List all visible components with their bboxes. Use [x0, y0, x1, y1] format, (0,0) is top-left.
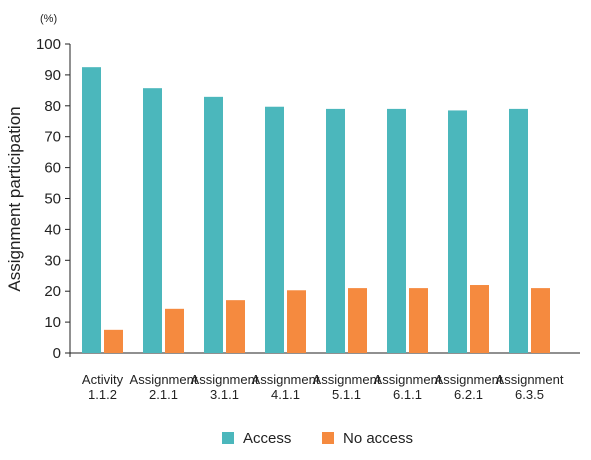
x-tick-label: 4.1.1: [271, 387, 300, 402]
bar-access: [204, 96, 223, 354]
y-tick-label: 10: [44, 314, 61, 331]
x-tick-label: 1.1.2: [88, 387, 117, 402]
bar-access: [326, 108, 345, 353]
y-tick-label: 90: [44, 67, 61, 84]
legend-label: No access: [343, 430, 413, 447]
x-tick-label: Assignment: [130, 372, 198, 387]
y-axis: 0 10 20 30 40 50 60 70 80 90 100: [36, 36, 71, 362]
legend-label: Access: [243, 430, 291, 447]
x-tick-label: Assignment: [496, 372, 564, 387]
y-tick-label: 80: [44, 98, 61, 115]
legend-swatch: [222, 432, 234, 444]
x-tick-label: 6.2.1: [454, 387, 483, 402]
legend: Access No access: [222, 430, 413, 447]
y-tick-label: 30: [44, 252, 61, 269]
bar-no-access: [226, 300, 245, 353]
y-tick-label: 40: [44, 221, 61, 238]
bar-no-access: [165, 308, 184, 353]
x-tick-label: 3.1.1: [210, 387, 239, 402]
x-tick-label: Assignment: [313, 372, 381, 387]
y-tick-label: 60: [44, 160, 61, 177]
bar-access: [448, 110, 467, 353]
x-tick-label: 2.1.1: [149, 387, 178, 402]
y-axis-title: Assignment participation: [5, 106, 24, 291]
bar-access: [509, 108, 528, 353]
bar-no-access: [470, 285, 489, 353]
bar-access: [143, 88, 162, 353]
bar-access: [265, 106, 284, 354]
y-tick-label: 100: [36, 36, 61, 53]
y-tick-label: 50: [44, 191, 61, 208]
bars: [82, 67, 550, 354]
bar-no-access: [409, 288, 428, 353]
x-tick-label: Assignment: [435, 372, 503, 387]
bar-no-access: [531, 288, 550, 353]
bar-access: [82, 67, 101, 354]
x-tick-label: Assignment: [252, 372, 320, 387]
bar-access: [387, 108, 406, 353]
bar-no-access: [348, 288, 367, 353]
x-axis: Activity1.1.2Assignment2.1.1Assignment3.…: [70, 352, 580, 402]
legend-swatch: [322, 432, 334, 444]
bar-no-access: [104, 329, 123, 353]
y-tick-label: 20: [44, 283, 61, 300]
x-tick-label: 6.1.1: [393, 387, 422, 402]
y-axis-unit-label: (%): [40, 13, 57, 25]
x-tick-label: Assignment: [374, 372, 442, 387]
x-tick-label: 6.3.5: [515, 387, 544, 402]
y-tick-label: 0: [53, 345, 61, 362]
x-tick-label: 5.1.1: [332, 387, 361, 402]
x-tick-label: Assignment: [191, 372, 259, 387]
x-tick-label: Activity: [82, 372, 124, 387]
bar-no-access: [287, 290, 306, 353]
y-tick-label: 70: [44, 129, 61, 146]
